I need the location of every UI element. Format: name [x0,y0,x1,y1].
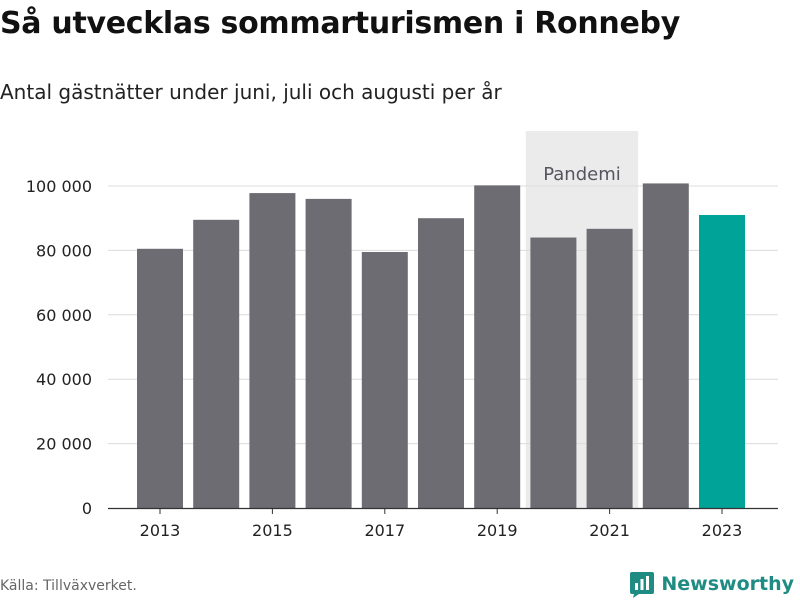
x-tick-label: 2019 [477,521,518,540]
bar-2021 [586,228,633,509]
pandemic-label: Pandemi [543,164,621,185]
newsworthy-logo-icon [630,572,655,598]
bar-2017 [361,252,408,508]
brand-logo[interactable]: Newsworthy [629,568,794,600]
y-tick-label: 20 000 [36,435,92,454]
bar-2022 [642,183,689,508]
bar-2015 [249,193,296,509]
bar-2023 [699,214,745,509]
source-note: Källa: Tillväxverket. [0,578,137,594]
bar-2014 [193,219,240,508]
y-tick-label: 40 000 [36,370,92,389]
bar-2016 [305,198,352,508]
chart-subtitle: Antal gästnätter under juni, juli och au… [0,80,502,104]
y-tick-label: 0 [82,499,92,518]
x-tick-label: 2023 [702,521,743,540]
x-tick-label: 2021 [589,521,630,540]
y-tick-label: 60 000 [36,306,92,325]
y-tick-label: 100 000 [26,177,92,196]
x-tick-label: 2015 [252,521,293,540]
y-tick-label: 80 000 [36,241,92,260]
x-tick-label: 2017 [364,521,405,540]
chart-title: Så utvecklas sommarturismen i Ronneby [0,6,680,41]
bar-2013 [137,248,183,509]
bar-2019 [474,185,521,508]
bar-chart: Pandemi 0 20 000 40 000 60 000 80 000 100 000 2… [26,131,778,540]
bar-2020 [530,237,577,508]
brand-name: Newsworthy [661,573,794,595]
x-tick-label: 2013 [140,521,181,540]
bar-2018 [418,218,464,508]
